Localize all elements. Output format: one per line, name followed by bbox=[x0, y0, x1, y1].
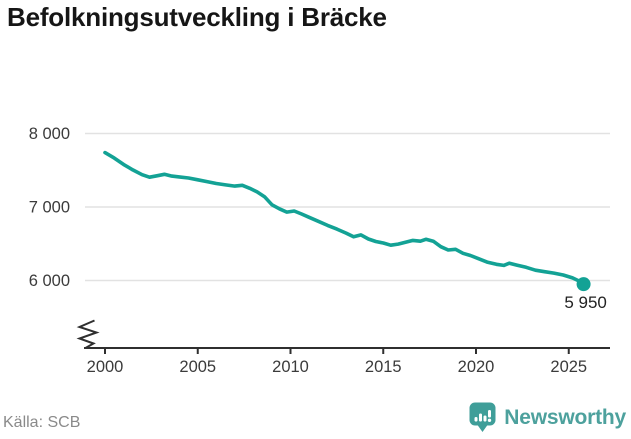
brand-name: Newsworthy bbox=[504, 405, 626, 429]
data-line bbox=[103, 150, 586, 287]
end-value-label: 5 950 bbox=[564, 293, 607, 312]
x-tick-label: 2020 bbox=[458, 358, 495, 376]
newsworthy-logo-icon bbox=[469, 402, 496, 432]
newsworthy-brand-link[interactable]: Newsworthy bbox=[469, 402, 626, 433]
x-tick-label: 2000 bbox=[87, 358, 124, 376]
x-tick-label: 2005 bbox=[179, 358, 216, 376]
end-point-dot bbox=[576, 277, 591, 292]
y-tick-label: 6 000 bbox=[29, 272, 70, 290]
y-tick-label: 8 000 bbox=[29, 125, 70, 143]
page-title: Befolkningsutveckling i Bräcke bbox=[7, 2, 387, 32]
y-tick-label: 7 000 bbox=[29, 199, 70, 217]
x-tick-label: 2025 bbox=[550, 358, 587, 376]
x-tick-label: 2010 bbox=[272, 358, 309, 376]
x-tick-label: 2015 bbox=[365, 358, 402, 376]
source-label: Källa: SCB bbox=[3, 414, 81, 431]
axis-break-icon bbox=[76, 319, 100, 349]
